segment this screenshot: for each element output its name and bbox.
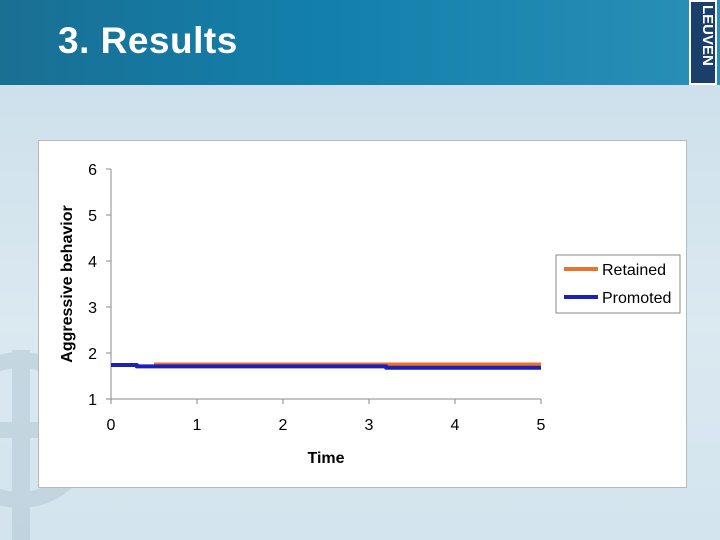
x-tick-label: 2 <box>279 417 288 434</box>
x-tick-label: 4 <box>451 417 460 434</box>
y-axis-label: Aggressive behavior <box>59 205 76 362</box>
x-tick-label: 3 <box>365 417 374 434</box>
x-tick-label: 0 <box>107 417 116 434</box>
y-tick-label: 1 <box>88 392 97 409</box>
slide-title: 3. Results <box>58 20 238 61</box>
legend-box <box>555 254 681 314</box>
x-axis-label: Time <box>307 450 344 467</box>
y-tick-label: 5 <box>88 208 97 225</box>
svg-text:LEUVEN: LEUVEN <box>699 5 716 66</box>
y-tick-label: 4 <box>88 254 97 271</box>
chart-panel: 1 2 3 4 5 6 0 1 2 3 4 5 Time Aggressive behavior Retai… <box>38 140 687 488</box>
y-tick-label: 3 <box>88 300 97 317</box>
y-tick-label: 6 <box>88 162 97 179</box>
x-tick-label: 1 <box>193 417 202 434</box>
leuven-logo: LEUVEN <box>689 0 717 85</box>
legend-label-retained: Retained <box>602 262 666 279</box>
legend-label-promoted: Promoted <box>602 290 671 307</box>
series-line-promoted <box>111 362 541 370</box>
y-tick-label: 2 <box>88 346 97 363</box>
x-tick-label: 5 <box>537 417 546 434</box>
slide-header-bar: 3. Results LEUVEN <box>0 0 720 85</box>
